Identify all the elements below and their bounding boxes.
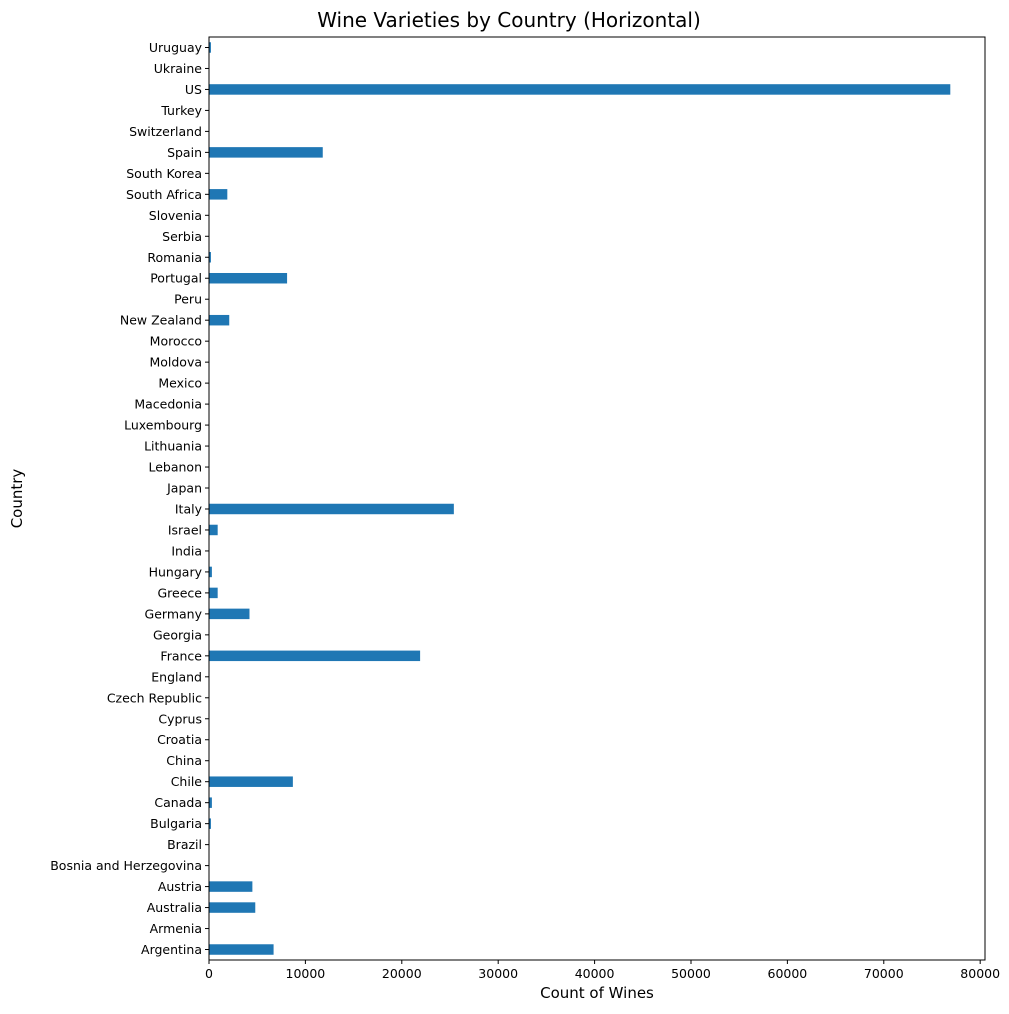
y-tick-label-england: England bbox=[151, 669, 202, 684]
y-tick-label-greece: Greece bbox=[158, 585, 203, 600]
bar-australia bbox=[209, 902, 256, 913]
y-tick-label-peru: Peru bbox=[174, 292, 202, 307]
y-tick-label-italy: Italy bbox=[175, 501, 203, 516]
x-tick-label: 30000 bbox=[478, 966, 518, 981]
y-tick-label-uruguay: Uruguay bbox=[149, 40, 203, 55]
y-tick-label-spain: Spain bbox=[167, 145, 202, 160]
y-tick-label-cyprus: Cyprus bbox=[158, 711, 202, 726]
bar-romania bbox=[209, 252, 211, 263]
chart-title: Wine Varieties by Country (Horizontal) bbox=[317, 8, 701, 32]
y-tick-label-japan: Japan bbox=[166, 481, 202, 496]
bar-france bbox=[209, 650, 421, 662]
y-tick-label-croatia: Croatia bbox=[157, 732, 202, 747]
y-tick-label-switzerland: Switzerland bbox=[129, 124, 202, 139]
y-tick-label-bosnia-and-herzegovina: Bosnia and Herzegovina bbox=[50, 858, 202, 873]
y-tick-label-morocco: Morocco bbox=[150, 334, 202, 349]
bar-bulgaria bbox=[209, 818, 211, 829]
y-tick-label-ukraine: Ukraine bbox=[154, 61, 203, 76]
bar-israel bbox=[209, 524, 218, 536]
y-tick-label-macedonia: Macedonia bbox=[134, 397, 202, 412]
y-tick-label-georgia: Georgia bbox=[153, 627, 202, 642]
y-tick-label-luxembourg: Luxembourg bbox=[124, 418, 202, 433]
bar-germany bbox=[209, 608, 250, 620]
bar-italy bbox=[209, 503, 454, 515]
x-tick-label: 80000 bbox=[960, 966, 1000, 981]
x-tick-label: 0 bbox=[205, 966, 213, 981]
x-tick-label: 40000 bbox=[575, 966, 615, 981]
y-tick-label-armenia: Armenia bbox=[150, 921, 202, 936]
x-tick-label: 10000 bbox=[286, 966, 326, 981]
bar-us bbox=[209, 84, 951, 95]
x-tick-label: 60000 bbox=[768, 966, 808, 981]
y-tick-label-moldova: Moldova bbox=[149, 355, 202, 370]
x-tick-label: 50000 bbox=[671, 966, 711, 981]
y-tick-label-china: China bbox=[166, 753, 202, 768]
y-tick-label-mexico: Mexico bbox=[158, 376, 202, 391]
y-tick-label-new-zealand: New Zealand bbox=[120, 313, 202, 328]
y-axis-label: Country bbox=[8, 469, 26, 529]
y-tick-label-chile: Chile bbox=[171, 774, 203, 789]
bar-portugal bbox=[209, 272, 288, 284]
y-tick-label-australia: Australia bbox=[147, 900, 202, 915]
y-tick-label-israel: Israel bbox=[168, 522, 202, 537]
bar-uruguay bbox=[209, 42, 211, 53]
bar-austria bbox=[209, 881, 253, 892]
y-tick-label-us: US bbox=[185, 82, 202, 97]
y-tick-label-hungary: Hungary bbox=[149, 564, 203, 579]
y-tick-label-portugal: Portugal bbox=[150, 271, 202, 286]
y-tick-label-lebanon: Lebanon bbox=[148, 460, 202, 475]
y-tick-label-slovenia: Slovenia bbox=[149, 208, 202, 223]
y-tick-label-austria: Austria bbox=[158, 879, 202, 894]
bars bbox=[209, 42, 951, 955]
y-tick-label-canada: Canada bbox=[154, 795, 202, 810]
bar-spain bbox=[209, 147, 323, 158]
bar-greece bbox=[209, 587, 218, 599]
x-tick-label: 20000 bbox=[382, 966, 422, 981]
bar-south-africa bbox=[209, 189, 228, 200]
y-tick-label-france: France bbox=[160, 648, 202, 663]
y-tick-label-romania: Romania bbox=[147, 250, 202, 265]
y-tick-label-argentina: Argentina bbox=[141, 942, 202, 957]
bar-chile bbox=[209, 776, 293, 787]
y-tick-label-czech-republic: Czech Republic bbox=[107, 690, 202, 705]
y-tick-label-bulgaria: Bulgaria bbox=[150, 816, 202, 831]
x-axis-ticks: 0 10000 20000 30000 40000 50000 60000 70000 8000… bbox=[205, 960, 1000, 981]
y-tick-label-germany: Germany bbox=[145, 606, 203, 621]
y-tick-label-lithuania: Lithuania bbox=[144, 439, 202, 454]
bar-new-zealand bbox=[209, 314, 230, 326]
y-tick-label-brazil: Brazil bbox=[167, 837, 202, 852]
x-axis-label: Count of Wines bbox=[540, 984, 654, 1002]
y-tick-label-south-africa: South Africa bbox=[126, 187, 202, 202]
y-tick-label-south-korea: South Korea bbox=[126, 166, 202, 181]
bar-canada bbox=[209, 797, 212, 808]
y-tick-label-turkey: Turkey bbox=[160, 103, 202, 118]
bar-argentina bbox=[209, 944, 274, 955]
y-tick-label-india: India bbox=[171, 543, 202, 558]
y-tick-label-serbia: Serbia bbox=[162, 229, 202, 244]
y-axis-ticks: Argentina Armenia Australia Austria Bosnia a… bbox=[50, 40, 209, 957]
plot-frame bbox=[208, 36, 986, 961]
bar-hungary bbox=[209, 566, 212, 578]
x-tick-label: 70000 bbox=[864, 966, 904, 981]
